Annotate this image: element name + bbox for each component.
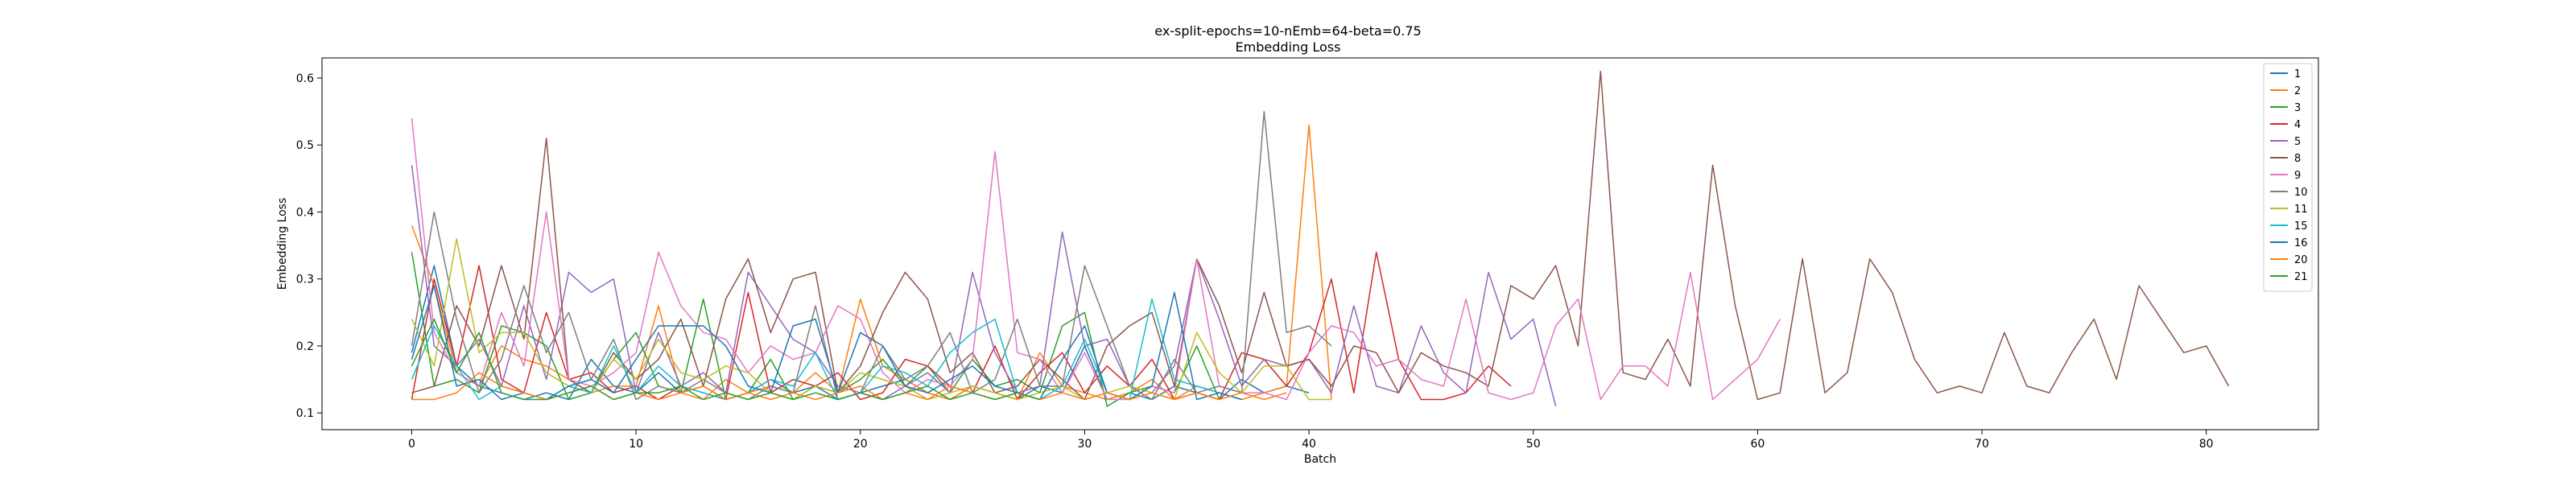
- x-tick-label: 50: [1526, 438, 1541, 451]
- series-line-11: [411, 238, 1331, 401]
- legend-label: 3: [2294, 102, 2301, 114]
- x-tick-label: 80: [2199, 438, 2214, 451]
- x-axis-label: Batch: [1304, 453, 1336, 466]
- y-tick-label: 0.3: [296, 274, 314, 286]
- series-lines: [411, 70, 2230, 407]
- legend-label: 21: [2294, 271, 2308, 283]
- series-line-8: [411, 70, 2230, 401]
- series-line-16: [411, 285, 1242, 401]
- plot-area: [321, 57, 2319, 430]
- legend-label: 11: [2294, 204, 2308, 216]
- legend-box: [2263, 63, 2313, 292]
- series-line-10: [411, 110, 1332, 401]
- legend-label: 10: [2294, 187, 2308, 199]
- legend: 1 2 3 4 5 8 9 10 11 15 16 20 21: [2263, 63, 2313, 292]
- legend-label: 9: [2294, 170, 2301, 182]
- x-tick-label: 0: [408, 438, 415, 451]
- legend-label: 20: [2294, 254, 2308, 266]
- x-tick-label: 70: [1975, 438, 1989, 451]
- x-tick-label: 10: [629, 438, 643, 451]
- legend-label: 2: [2294, 85, 2301, 97]
- legend-label: 16: [2294, 237, 2308, 249]
- series-line-4: [411, 251, 1512, 401]
- x-tick-label: 40: [1302, 438, 1316, 451]
- legend-label: 15: [2294, 220, 2308, 233]
- x-tick-label: 60: [1750, 438, 1765, 451]
- legend-label: 5: [2294, 136, 2301, 148]
- chart-title: ex-split-epochs=10-nEmb=64-beta=0.75: [1154, 23, 1421, 39]
- series-line-21: [411, 318, 1040, 401]
- y-tick-label: 0.5: [296, 139, 314, 152]
- y-tick-label: 0.6: [296, 72, 314, 85]
- series-line-9: [411, 117, 1781, 401]
- legend-label: 4: [2294, 119, 2301, 131]
- series-line-5: [411, 165, 1557, 407]
- y-tick-label: 0.4: [296, 206, 314, 219]
- axis-ticks: 0 10 20 30 40 50 60 70 80 0.1 0.2 0.3 0.4 0.5 0.6: [296, 72, 2214, 451]
- x-tick-label: 20: [853, 438, 868, 451]
- y-axis-label: Embedding Loss: [276, 198, 289, 290]
- legend-label: 1: [2294, 68, 2301, 80]
- legend-label: 8: [2294, 153, 2301, 165]
- series-line-2: [411, 124, 1332, 401]
- chart-subtitle: Embedding Loss: [1236, 39, 1341, 55]
- y-tick-label: 0.2: [296, 340, 314, 353]
- x-tick-label: 30: [1078, 438, 1092, 451]
- y-tick-label: 0.1: [296, 407, 314, 420]
